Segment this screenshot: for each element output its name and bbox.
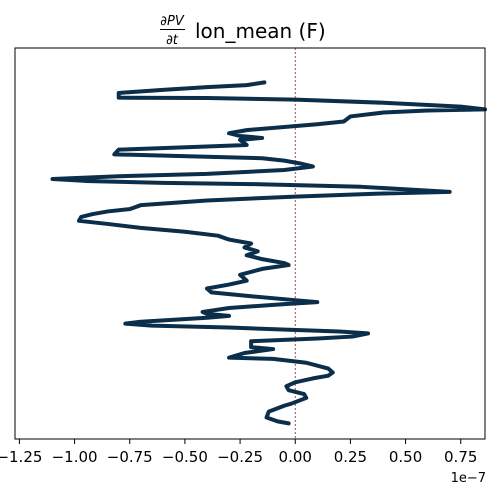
plot-area [50, 48, 487, 439]
chart-title: ∂PV ∂t lon_mean (F) [160, 14, 326, 48]
x-tick-label: 0.00 [279, 448, 312, 466]
title-text: lon_mean (F) [195, 19, 326, 43]
title-fraction-numerator: ∂PV [160, 14, 185, 29]
x-tick-label: 0.50 [389, 448, 422, 466]
x-tick-label: −1.25 [0, 448, 42, 466]
x-tick-label: 0.25 [334, 448, 367, 466]
x-tick-label: −0.50 [162, 448, 208, 466]
axes-frame [14, 47, 486, 440]
series-line-0 [50, 80, 487, 426]
x-tick-label: −1.00 [52, 448, 98, 466]
x-axis-offset-label: 1e−7 [451, 471, 486, 486]
x-tick-label: −0.75 [107, 448, 153, 466]
title-fraction-denominator: ∂t [166, 33, 179, 48]
x-axis: −1.25 −1.00 −0.75 −0.50 −0.25 0.00 0.25 0.50 0.7… [0, 439, 477, 466]
x-tick-label: 0.75 [444, 448, 477, 466]
x-tick-label: −0.25 [217, 448, 263, 466]
